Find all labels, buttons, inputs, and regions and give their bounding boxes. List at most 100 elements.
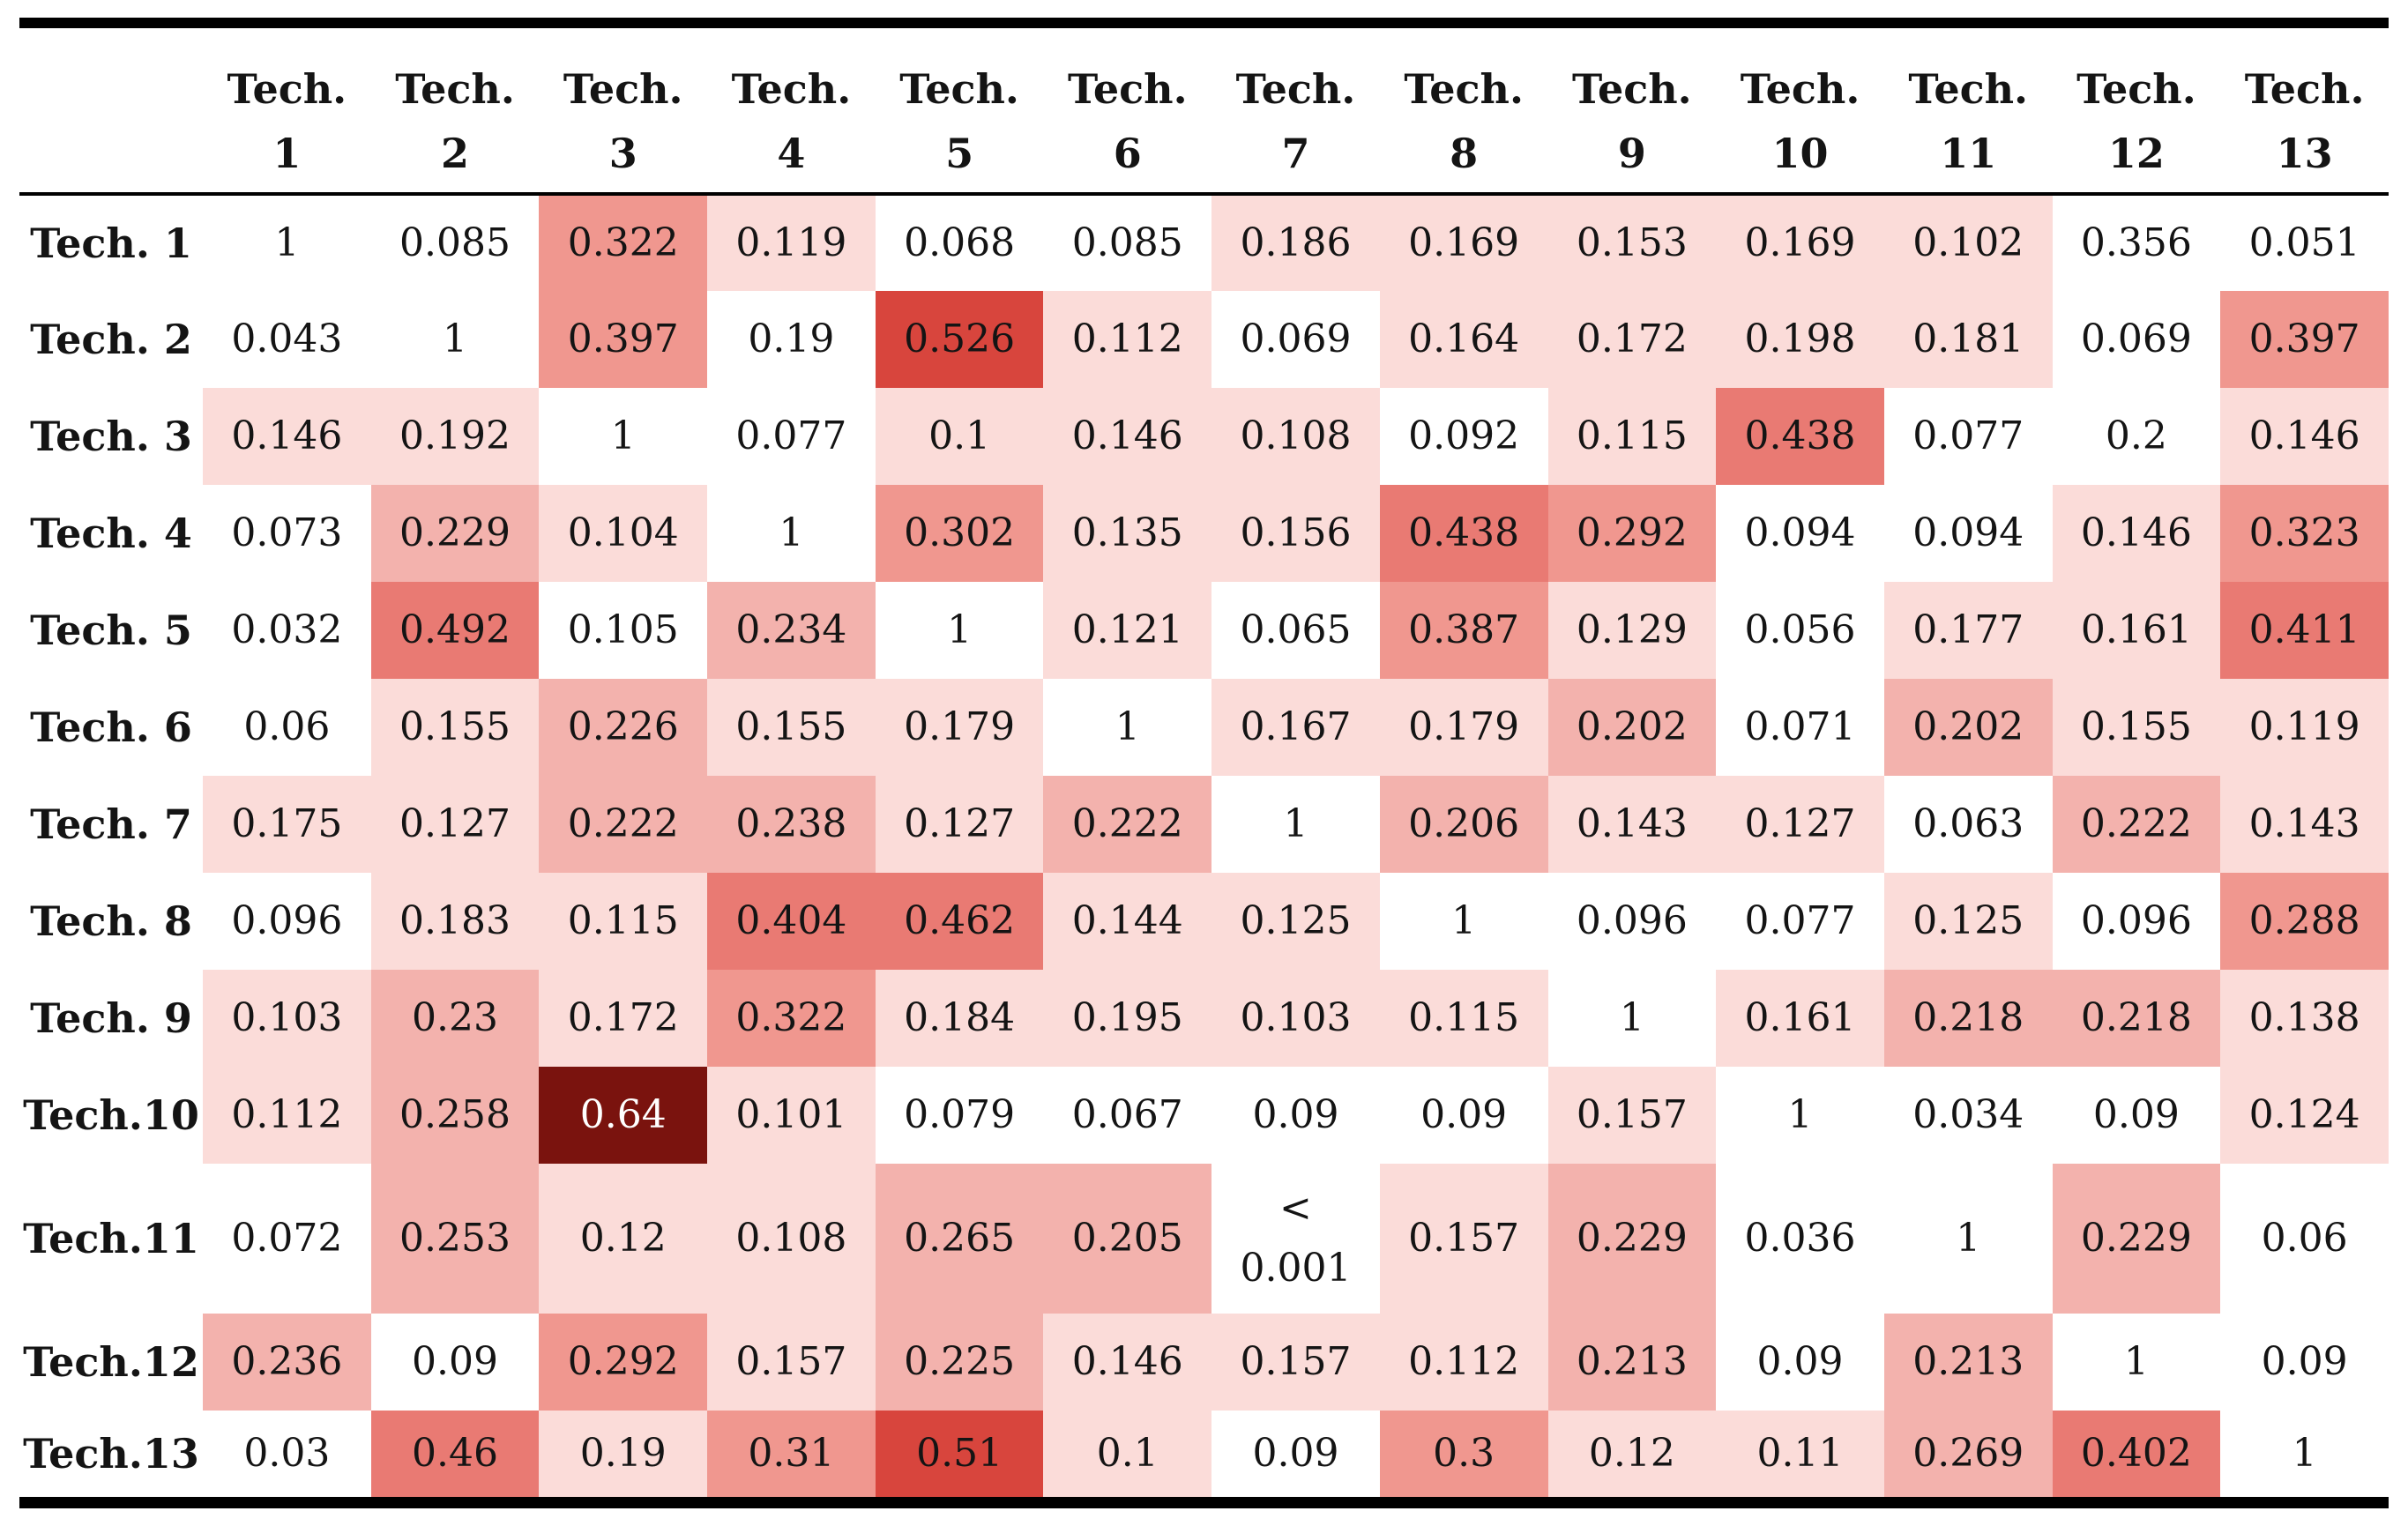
row-header-2: Tech. 2 [30, 316, 192, 363]
cell-r8-c9: 0.096 [1547, 873, 1717, 970]
row-header-8: Tech. 8 [30, 897, 192, 945]
cell-r9-c11: 0.218 [1883, 970, 2053, 1067]
cell-r7-c1: 0.175 [203, 776, 371, 873]
cell-r6-c9: 0.202 [1547, 679, 1717, 776]
cell-r9-c13: 0.138 [2220, 970, 2389, 1067]
cell-r4-c11: 0.094 [1883, 485, 2053, 582]
cell-r1-c1: 1 [203, 194, 371, 291]
cell-r6-c5: 0.179 [875, 679, 1044, 776]
cell-r3-c5: 0.1 [875, 388, 1044, 485]
cell-r1-c13: 0.051 [2220, 194, 2389, 291]
cell-r8-c8: 1 [1379, 873, 1548, 970]
table-figure: Tech. Tech. Tech. Tech. Tech. Tech. Tech. Tech.… [19, 18, 2389, 1508]
col-header-prefix-8: Tech. [1404, 65, 1524, 113]
cell-r3-c12: 0.2 [2052, 388, 2221, 485]
col-header-prefix-6: Tech. [1067, 65, 1188, 113]
cell-r1-c10: 0.169 [1716, 194, 1884, 291]
cell-r11-c8: 0.157 [1379, 1164, 1548, 1314]
cell-r13-c13: 1 [2220, 1411, 2389, 1497]
table-row-7: Tech. 7 0.175 0.127 0.222 0.238 0.127 0.222 1 0.… [19, 776, 2389, 873]
cell-r6-c7: 0.167 [1211, 679, 1380, 776]
cell-r12-c12: 1 [2052, 1314, 2221, 1411]
cell-r7-c8: 0.206 [1379, 776, 1548, 873]
cell-r11-c11: 1 [1883, 1164, 2053, 1314]
cell-r11-c12: 0.229 [2052, 1164, 2221, 1314]
cell-r2-c13: 0.397 [2220, 291, 2389, 388]
col-header-number-1: 1 [203, 115, 371, 196]
table-header: Tech. Tech. Tech. Tech. Tech. Tech. Tech. Tech.… [19, 28, 2389, 196]
cell-r6-c1: 0.06 [203, 679, 371, 776]
cell-r10-c3: 0.64 [539, 1067, 708, 1164]
cell-r4-c9: 0.292 [1547, 485, 1717, 582]
cell-r5-c12: 0.161 [2052, 582, 2221, 679]
cell-r2-c5: 0.526 [875, 291, 1044, 388]
cell-r11-c2: 0.253 [370, 1164, 540, 1314]
cell-r4-c3: 0.104 [539, 485, 708, 582]
table-row-6: Tech. 6 0.06 0.155 0.226 0.155 0.179 1 0.167 0.1… [19, 679, 2389, 776]
col-header-number-8: 8 [1379, 115, 1548, 196]
bottom-rule [19, 1497, 2389, 1508]
table-row-4: Tech. 4 0.073 0.229 0.104 1 0.302 0.135 0.156 0.… [19, 485, 2389, 582]
cell-r8-c1: 0.096 [203, 873, 371, 970]
cell-r9-c2: 0.23 [370, 970, 540, 1067]
cell-r13-c5: 0.51 [875, 1411, 1044, 1497]
cell-r7-c2: 0.127 [370, 776, 540, 873]
cell-r4-c7: 0.156 [1211, 485, 1380, 582]
cell-r11-c7: < 0.001 [1211, 1164, 1380, 1314]
cell-r6-c6: 1 [1043, 679, 1212, 776]
cell-r5-c8: 0.387 [1379, 582, 1548, 679]
cell-r8-c2: 0.183 [370, 873, 540, 970]
cell-r1-c11: 0.102 [1883, 194, 2053, 291]
cell-r12-c10: 0.09 [1716, 1314, 1884, 1411]
cell-r2-c1: 0.043 [203, 291, 371, 388]
cell-r8-c4: 0.404 [707, 873, 876, 970]
cell-r3-c13: 0.146 [2220, 388, 2389, 485]
cell-r13-c6: 0.1 [1043, 1411, 1212, 1497]
cell-r7-c10: 0.127 [1716, 776, 1884, 873]
cell-r4-c6: 0.135 [1043, 485, 1212, 582]
cell-r10-c11: 0.034 [1883, 1067, 2053, 1164]
cell-r13-c9: 0.12 [1547, 1411, 1717, 1497]
col-header-number-13: 13 [2220, 115, 2389, 196]
cell-r8-c6: 0.144 [1043, 873, 1212, 970]
cell-r10-c1: 0.112 [203, 1067, 371, 1164]
cell-r2-c3: 0.397 [539, 291, 708, 388]
row-header-10: Tech.10 [23, 1091, 199, 1139]
table-row-3: Tech. 3 0.146 0.192 1 0.077 0.1 0.146 0.108 0.09… [19, 388, 2389, 485]
row-header-4: Tech. 4 [30, 510, 192, 557]
cell-r11-c13: 0.06 [2220, 1164, 2389, 1314]
cell-r2-c8: 0.164 [1379, 291, 1548, 388]
col-header-prefix-13: Tech. [2244, 65, 2365, 113]
cell-r4-c10: 0.094 [1716, 485, 1884, 582]
cell-r2-c4: 0.19 [707, 291, 876, 388]
cell-r4-c1: 0.073 [203, 485, 371, 582]
cell-r10-c13: 0.124 [2220, 1067, 2389, 1164]
cell-r9-c6: 0.195 [1043, 970, 1212, 1067]
col-header-prefix-10: Tech. [1740, 65, 1860, 113]
cell-r13-c3: 0.19 [539, 1411, 708, 1497]
row-header-9: Tech. 9 [30, 994, 192, 1042]
table-row-1: Tech. 1 1 0.085 0.322 0.119 0.068 0.085 0.186 0.… [19, 194, 2389, 291]
cell-r13-c10: 0.11 [1716, 1411, 1884, 1497]
table-row-10: Tech.10 0.112 0.258 0.64 0.101 0.079 0.067 0.09… [19, 1067, 2389, 1164]
cell-r13-c8: 0.3 [1379, 1411, 1548, 1497]
cell-r10-c10: 1 [1716, 1067, 1884, 1164]
cell-r8-c3: 0.115 [539, 873, 708, 970]
cell-r3-c4: 0.077 [707, 388, 876, 485]
cell-r12-c11: 0.213 [1883, 1314, 2053, 1411]
cell-r13-c7: 0.09 [1211, 1411, 1380, 1497]
col-header-prefix-11: Tech. [1908, 65, 2029, 113]
cell-r2-c6: 0.112 [1043, 291, 1212, 388]
cell-r10-c7: 0.09 [1211, 1067, 1380, 1164]
cell-r7-c12: 0.222 [2052, 776, 2221, 873]
cell-r7-c4: 0.238 [707, 776, 876, 873]
row-header-13: Tech.13 [23, 1430, 199, 1478]
cell-r5-c1: 0.032 [203, 582, 371, 679]
cell-r1-c2: 0.085 [370, 194, 540, 291]
cell-r11-c5: 0.265 [875, 1164, 1044, 1314]
cell-r6-c8: 0.179 [1379, 679, 1548, 776]
table-row-8: Tech. 8 0.096 0.183 0.115 0.404 0.462 0.144 0.1… [19, 873, 2389, 970]
cell-r5-c10: 0.056 [1716, 582, 1884, 679]
cell-r8-c5: 0.462 [875, 873, 1044, 970]
row-header-7: Tech. 7 [30, 800, 192, 848]
